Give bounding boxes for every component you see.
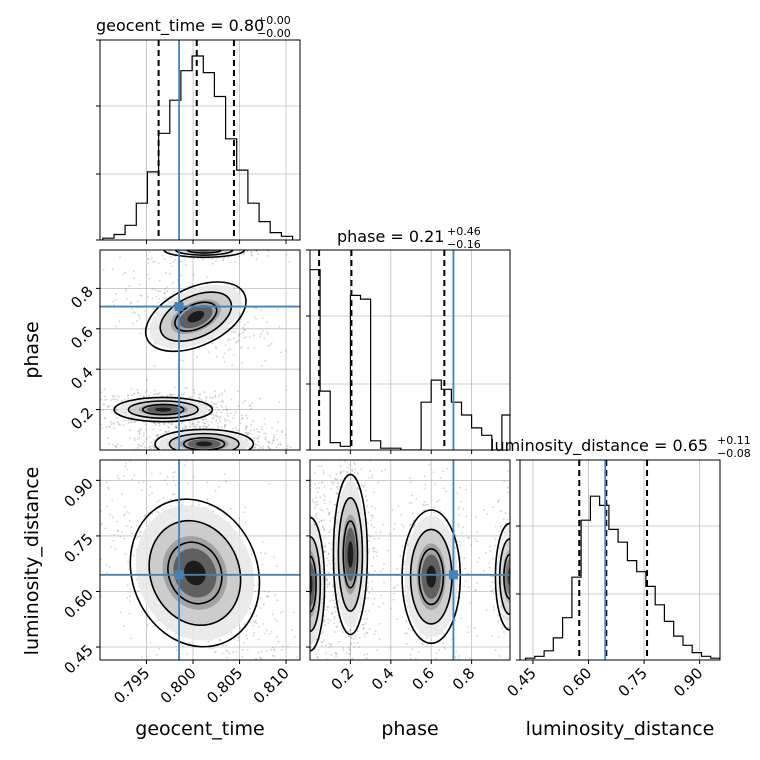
density-contour	[494, 522, 510, 631]
density-contour	[127, 400, 199, 419]
histogram-luminosity-distance	[525, 495, 720, 660]
truth-marker	[174, 302, 184, 312]
density-contour	[342, 520, 359, 589]
xtick-label: 0.2	[328, 664, 358, 694]
xtick-label: 0.800	[157, 664, 200, 707]
diag-panel-phase	[306, 249, 511, 454]
density-contour	[337, 496, 364, 612]
density-contour	[401, 509, 462, 645]
truth-marker	[174, 570, 184, 580]
ytick-label: 0.8	[67, 282, 97, 312]
density-contour	[113, 396, 214, 423]
density-contour	[174, 250, 234, 256]
xtick-label: 0.75	[615, 664, 651, 700]
ytick-label: 0.2	[67, 404, 97, 434]
xlabel-luminosity-distance: luminosity_distance	[526, 718, 715, 740]
histogram-phase	[310, 269, 510, 450]
diag-panel-luminosity-distance: 0.45 0.60 0.75 0.90	[503, 459, 721, 700]
density-contour	[310, 536, 322, 633]
xtick-label: 0.45	[503, 664, 539, 700]
xtick-label: 0.8	[449, 664, 479, 694]
density-contour	[186, 250, 222, 254]
xtick-label: 0.805	[203, 664, 246, 707]
xlabel-geocent-time: geocent_time	[135, 718, 264, 740]
density-contour	[148, 519, 242, 627]
density-contour	[168, 432, 240, 450]
density-contour	[310, 555, 317, 613]
title-geocent-time-sub: −0.00	[257, 27, 291, 40]
xtick-label: 0.60	[559, 664, 595, 700]
diag-panel-geocent-time	[96, 39, 301, 244]
ytick-label: 0.75	[60, 530, 96, 566]
xtick-label: 0.90	[670, 664, 706, 700]
ylabel-phase: phase	[21, 321, 43, 378]
title-geocent-time: geocent_time = 0.80	[96, 16, 264, 36]
density-contour	[144, 281, 247, 353]
xlabel-phase: phase	[381, 718, 438, 740]
ytick-label: 0.60	[60, 586, 96, 622]
density-panel-geocent-time-vs-phase: 0.2 0.4 0.6 0.8	[67, 249, 301, 454]
ytick-label: 0.4	[67, 363, 97, 393]
ytick-label: 0.45	[60, 641, 96, 677]
density-contour	[418, 548, 445, 606]
density-contour	[167, 541, 223, 605]
density-contour	[159, 291, 233, 343]
density-contour	[154, 428, 255, 450]
title-phase-sup: +0.46	[447, 225, 481, 238]
density-contour	[332, 473, 369, 636]
density-panel-phase-vs-luminosity-distance: 0.2 0.4 0.6 0.8	[306, 459, 511, 694]
ytick-label: 0.90	[60, 474, 96, 510]
title-phase: phase = 0.21	[337, 227, 444, 246]
ytick-label: 0.6	[67, 323, 97, 353]
title-luminosity-distance-sub: −0.08	[717, 447, 751, 460]
ylabel-luminosity-distance: luminosity_distance	[21, 467, 43, 656]
title-luminosity-distance: luminosity_distance = 0.65	[490, 436, 708, 456]
xtick-label: 0.4	[368, 664, 398, 694]
xtick-label: 0.6	[408, 664, 438, 694]
title-geocent-time-sup: +0.00	[257, 14, 291, 27]
xtick-label: 0.810	[250, 664, 293, 707]
xtick-label: 0.795	[110, 664, 153, 707]
density-contour	[141, 403, 185, 416]
density-contour	[129, 498, 261, 648]
truth-marker	[448, 570, 458, 580]
title-phase-sub: −0.16	[447, 238, 481, 251]
title-luminosity-distance-sup: +0.11	[717, 434, 751, 447]
